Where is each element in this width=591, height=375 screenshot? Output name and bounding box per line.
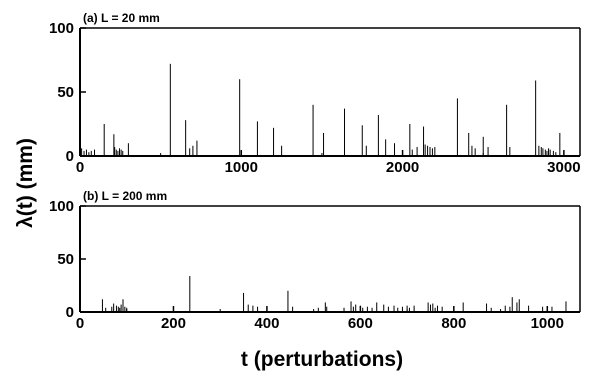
panel-b-y-tick-label: 100 [49, 198, 74, 215]
panel-a-x-tick-label: 2000 [386, 159, 419, 176]
panel-b-x-tick-label: 400 [254, 315, 279, 332]
panel-a-y-tick-label: 100 [49, 20, 74, 37]
panel-b-x-tick-label: 1000 [531, 315, 564, 332]
panel-b-x-tick-label: 200 [161, 315, 186, 332]
panel-b-x-tick-label: 0 [76, 315, 84, 332]
panel-a-y-tick-label: 0 [66, 148, 74, 165]
panel-a-y-tick-label: 50 [57, 84, 74, 101]
panel-a-x-tick-label: 0 [76, 159, 84, 176]
panel-b-y-tick-label: 50 [57, 251, 74, 268]
y-axis-title: λ(t) (mm) [14, 138, 37, 228]
x-axis-title: t (perturbations) [241, 348, 403, 371]
panel-a-label: (a) L = 20 mm [83, 11, 160, 25]
panel-b-x-tick-label: 600 [348, 315, 373, 332]
panel-b-y-tick-label: 0 [66, 304, 74, 321]
panel-a-x-tick-label: 3000 [547, 159, 580, 176]
panel-b-x-tick-label: 800 [441, 315, 466, 332]
panel-a-x-tick-label: 1000 [225, 159, 258, 176]
panel-b-label: (b) L = 200 mm [83, 189, 167, 203]
